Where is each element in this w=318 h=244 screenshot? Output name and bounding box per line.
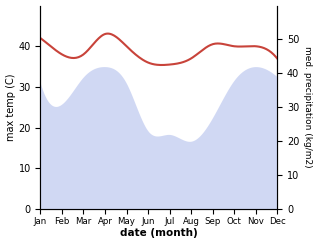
Y-axis label: max temp (C): max temp (C): [5, 73, 16, 141]
X-axis label: date (month): date (month): [120, 228, 198, 238]
Y-axis label: med. precipitation (kg/m2): med. precipitation (kg/m2): [303, 46, 313, 168]
